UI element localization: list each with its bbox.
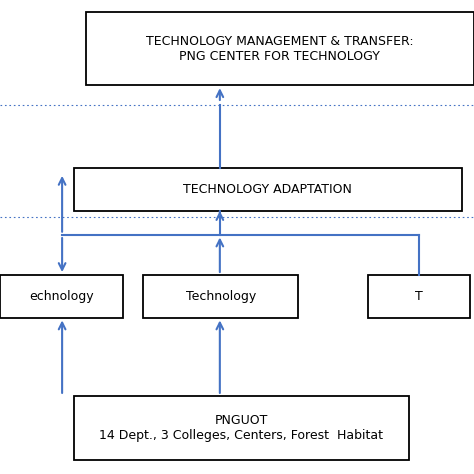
Text: Technology: Technology: [185, 290, 256, 303]
FancyBboxPatch shape: [0, 275, 123, 318]
FancyBboxPatch shape: [73, 168, 462, 211]
Text: PNGUOT
14 Dept., 3 Colleges, Centers, Forest  Habitat: PNGUOT 14 Dept., 3 Colleges, Centers, Fo…: [99, 414, 383, 442]
FancyBboxPatch shape: [86, 12, 474, 85]
Text: TECHNOLOGY ADAPTATION: TECHNOLOGY ADAPTATION: [183, 183, 352, 196]
FancyBboxPatch shape: [143, 275, 298, 318]
Text: TECHNOLOGY MANAGEMENT & TRANSFER:
PNG CENTER FOR TECHNOLOGY: TECHNOLOGY MANAGEMENT & TRANSFER: PNG CE…: [146, 35, 414, 63]
Text: echnology: echnology: [29, 290, 93, 303]
FancyBboxPatch shape: [73, 396, 409, 460]
FancyBboxPatch shape: [368, 275, 470, 318]
Text: T: T: [415, 290, 423, 303]
